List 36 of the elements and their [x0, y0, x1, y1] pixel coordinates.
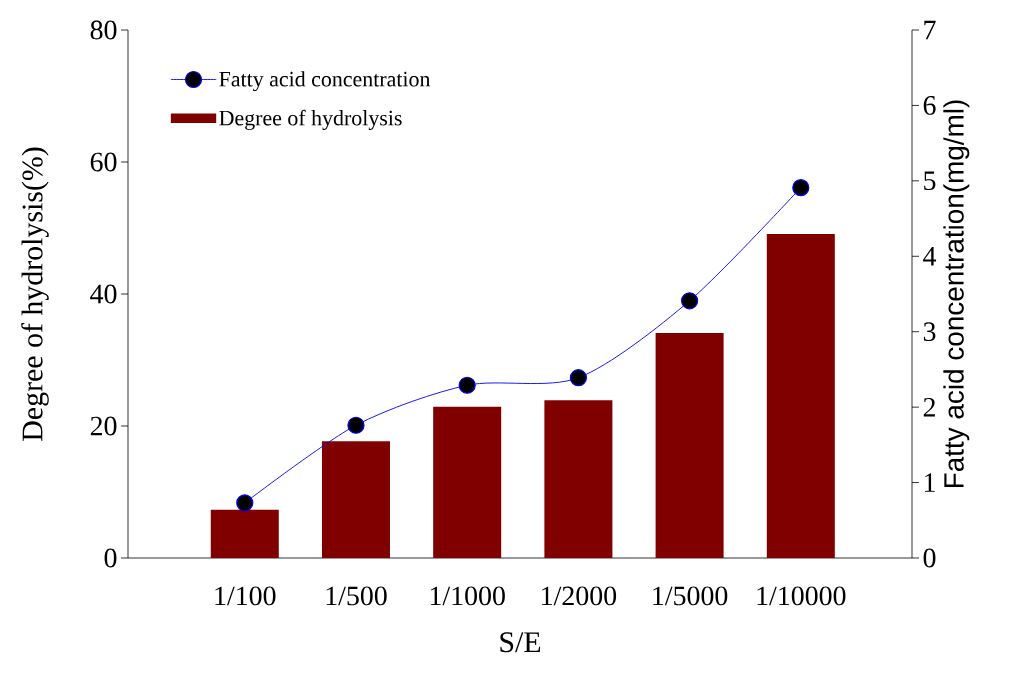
- x-tick-label: 1/500: [326, 586, 387, 606]
- point: [347, 416, 365, 434]
- x-tick-label: 1/1000: [430, 586, 505, 606]
- y2-tick-label: 0: [923, 548, 936, 568]
- bar: [321, 441, 390, 558]
- y-axis-title: Degree of hydrolysis(%): [21, 147, 49, 441]
- y-tick-label: 0: [104, 548, 117, 568]
- y2-tick-label: 3: [923, 322, 936, 342]
- legend-label: Fatty acid concentration: [219, 71, 431, 92]
- legend-label: Degree of hydrolysis: [219, 109, 402, 130]
- x-tick-label: 1/2000: [542, 586, 617, 606]
- point: [236, 494, 254, 512]
- x-axis-title: S/E: [500, 632, 541, 653]
- y2-tick-label: 7: [924, 20, 936, 40]
- point: [458, 376, 476, 394]
- bar: [210, 509, 279, 558]
- bar: [655, 332, 724, 558]
- y-tick-label: 80: [90, 20, 117, 40]
- point: [681, 292, 699, 310]
- bar: [544, 400, 613, 558]
- x-tick-label: 1/5000: [653, 586, 728, 606]
- bar: [766, 233, 835, 558]
- y-tick-label: 20: [90, 416, 117, 436]
- y-tick-label: 60: [90, 152, 117, 172]
- y2-tick-label: 6: [923, 96, 936, 115]
- point: [792, 179, 810, 197]
- y-tick-label: 40: [90, 284, 117, 304]
- y2-axis-title: Fatty acid concentration(mg/ml): [943, 100, 970, 488]
- y2-tick-label: 1: [924, 473, 935, 492]
- y2-tick-label: 2: [923, 397, 935, 417]
- x-tick-label: 1/100: [215, 586, 276, 606]
- y2-tick-label: 4: [923, 247, 937, 266]
- point: [569, 369, 587, 387]
- y2-tick-label: 5: [924, 171, 936, 191]
- x-tick-label: 1/10000: [757, 586, 846, 606]
- bar: [433, 406, 502, 558]
